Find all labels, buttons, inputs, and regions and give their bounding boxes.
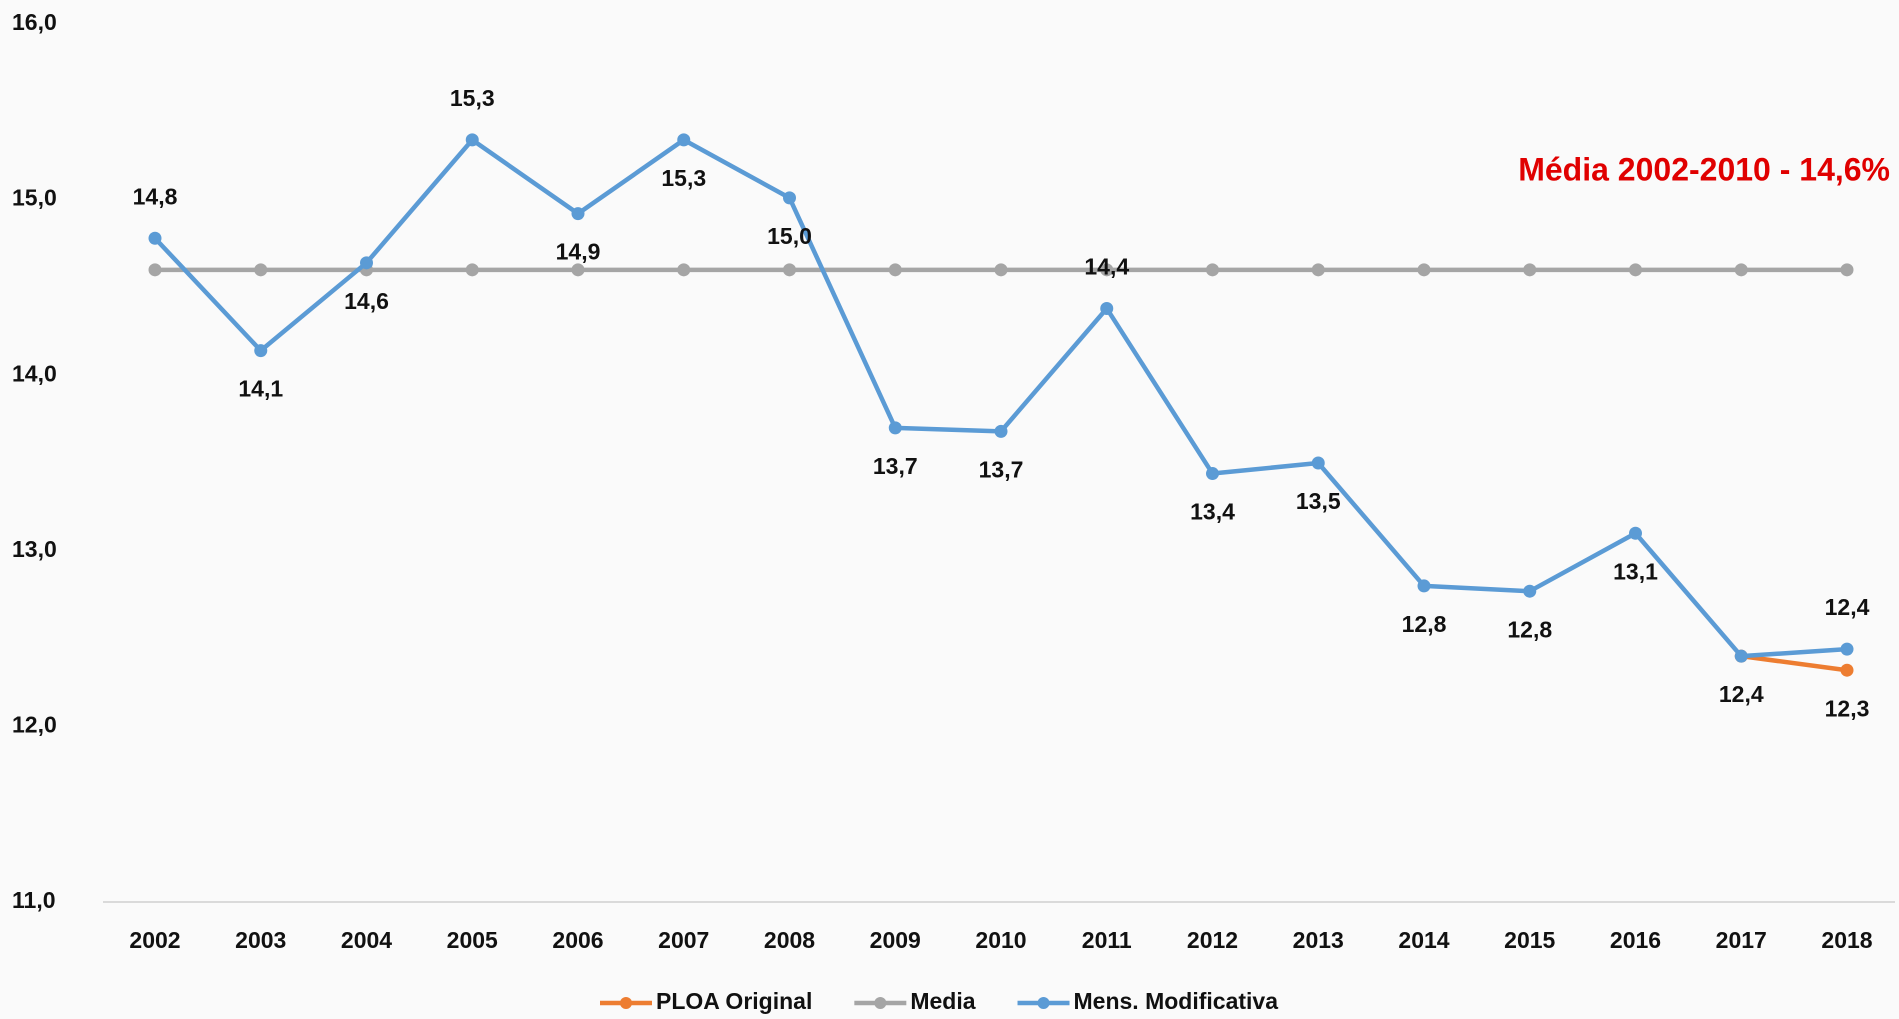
data-label: 15,3 [661, 165, 706, 191]
x-tick-label: 2009 [870, 927, 921, 953]
data-label: 12,3 [1825, 695, 1870, 721]
data-point [1417, 263, 1431, 277]
data-point [1523, 584, 1537, 598]
data-point [1734, 649, 1748, 663]
x-tick-label: 2006 [552, 927, 603, 953]
x-tick-label: 2008 [764, 927, 815, 953]
x-tick-label: 2018 [1821, 927, 1872, 953]
data-label: 13,7 [979, 456, 1024, 482]
data-point [360, 256, 373, 270]
data-point [1840, 642, 1854, 656]
x-tick-label: 2012 [1187, 927, 1238, 953]
y-tick-label: 13,0 [12, 536, 57, 562]
y-tick-label: 14,0 [12, 360, 57, 386]
data-point [677, 263, 691, 277]
legend-label: PLOA Original [656, 988, 812, 1014]
data-label: 12,8 [1507, 616, 1552, 642]
data-label: 14,8 [133, 183, 178, 209]
data-label: 13,5 [1296, 488, 1341, 514]
data-point [1734, 263, 1748, 277]
data-label: 14,6 [344, 288, 389, 314]
x-tick-label: 2003 [235, 927, 286, 953]
x-tick-label: 2015 [1504, 927, 1555, 953]
data-point [677, 133, 691, 147]
x-tick-label: 2010 [975, 927, 1026, 953]
data-point [148, 231, 162, 245]
data-point [254, 263, 268, 277]
x-tick-label: 2007 [658, 927, 709, 953]
data-point [1311, 263, 1325, 277]
data-point [1100, 301, 1114, 315]
data-point [783, 263, 796, 277]
data-point [994, 263, 1008, 277]
data-label: 12,8 [1402, 611, 1447, 637]
annotation: Média 2002-2010 - 14,6% [1518, 151, 1890, 187]
data-point [1100, 263, 1114, 277]
legend-label: Mens. Modificativa [1074, 988, 1279, 1014]
data-point [1629, 526, 1642, 540]
data-point [1523, 263, 1537, 277]
data-label: 15,0 [767, 223, 812, 249]
data-label: 12,4 [1825, 594, 1870, 620]
series-line [1740, 653, 1848, 673]
legend-swatch-dot [1037, 997, 1050, 1009]
data-point [783, 191, 796, 205]
data-point [1840, 263, 1854, 277]
data-point [994, 424, 1008, 438]
data-point [1206, 467, 1219, 481]
data-label: 13,7 [873, 453, 918, 479]
data-label: 13,1 [1613, 558, 1658, 584]
data-point [465, 133, 479, 147]
x-tick-label: 2017 [1716, 927, 1767, 953]
legend-swatch-dot [620, 997, 632, 1009]
x-tick-label: 2004 [341, 927, 392, 953]
x-tick-label: 2005 [447, 927, 498, 953]
y-tick-label: 16,0 [12, 9, 57, 35]
data-label: 14,9 [556, 239, 601, 265]
data-point [571, 207, 585, 221]
data-label: 12,4 [1719, 681, 1764, 707]
y-tick-label: 11,0 [12, 887, 56, 913]
data-point [465, 263, 479, 277]
x-tick-label: 2011 [1082, 927, 1132, 953]
data-point [1629, 263, 1642, 277]
x-tick-label: 2002 [129, 927, 180, 953]
data-label: 15,3 [450, 85, 495, 111]
data-point [1417, 579, 1431, 593]
legend-label: Media [910, 988, 975, 1014]
data-label: 13,4 [1190, 499, 1235, 525]
y-tick-label: 15,0 [12, 185, 57, 211]
data-point [148, 263, 162, 277]
data-point [1311, 456, 1325, 470]
y-tick-label: 12,0 [12, 711, 57, 737]
x-tick-label: 2014 [1398, 927, 1449, 953]
series-line [153, 137, 1848, 659]
data-point [254, 344, 268, 358]
data-point [571, 263, 585, 277]
legend-swatch-dot [874, 997, 887, 1009]
data-point [888, 421, 902, 435]
data-label: 14,4 [1084, 254, 1129, 280]
x-tick-label: 2016 [1610, 927, 1661, 953]
data-label: 14,1 [238, 376, 283, 402]
data-point [1206, 263, 1219, 277]
data-point [1840, 663, 1854, 677]
x-tick-label: 2013 [1293, 927, 1344, 953]
data-point [888, 263, 902, 277]
